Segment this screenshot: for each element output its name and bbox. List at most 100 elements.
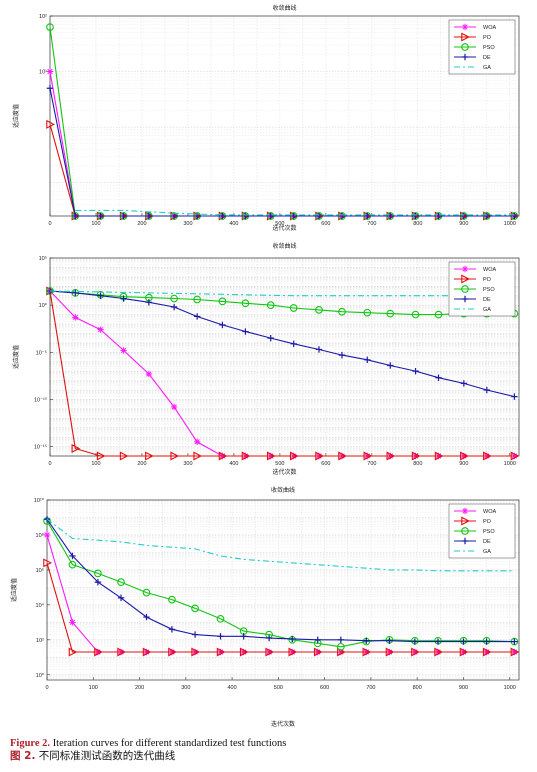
series-ga (75, 209, 515, 216)
data-point-de (386, 637, 393, 644)
series-pso (43, 517, 519, 651)
plot-area (50, 16, 519, 216)
data-point-de (387, 212, 394, 220)
series-ga (46, 518, 515, 572)
data-point-de (483, 386, 491, 394)
data-point-po (482, 647, 492, 657)
data-point-de (120, 295, 127, 302)
data-point-de (315, 346, 323, 353)
legend: WOA PO PSO DE GA (448, 503, 516, 559)
y-tick-label: 10⁻¹⁰ (34, 396, 48, 403)
legend-label-woa: WOA (483, 267, 496, 273)
data-point-de (46, 85, 54, 92)
legend-marker-po (461, 274, 471, 284)
data-point-po (289, 451, 299, 461)
data-point-po (170, 451, 180, 461)
data-point-pso (68, 560, 77, 569)
data-point-woa (511, 452, 518, 460)
series-de (43, 516, 518, 645)
legend: WOA PO PSO DE GA (448, 261, 516, 317)
data-point-de (219, 321, 226, 329)
legend-marker-de (461, 295, 469, 303)
data-point-woa (97, 326, 104, 333)
x-tick-label: 400 (229, 221, 238, 227)
series-line-de (46, 518, 515, 643)
y-axis-label: 适应度值 (12, 345, 20, 369)
series-de (46, 85, 518, 220)
caption-english-label: Figure 2. (10, 738, 51, 749)
legend: WOA PO PSO DE GA (448, 19, 516, 75)
data-point-de (314, 636, 321, 644)
data-point-po (510, 647, 520, 657)
y-tick-label: 10⁰ (36, 672, 45, 679)
axes-box (46, 499, 520, 681)
data-point-pso (46, 23, 54, 31)
data-point-pso (289, 304, 298, 312)
data-point-de (72, 212, 79, 220)
data-point-de (290, 340, 297, 347)
x-tick-label: 300 (183, 461, 192, 467)
data-point-woa (43, 531, 51, 539)
data-point-po (193, 451, 203, 461)
x-tick-label: 700 (367, 221, 376, 227)
data-point-po (191, 647, 201, 657)
data-point-po (459, 647, 469, 657)
series-line-de (49, 290, 515, 398)
data-point-pso (193, 295, 201, 304)
legend-label-ga: GA (483, 65, 491, 71)
y-tick-label: 10¹⁰ (34, 497, 45, 504)
x-tick-label: 200 (137, 221, 146, 227)
data-point-po (460, 451, 469, 461)
data-point-de (411, 638, 419, 645)
legend-marker-po (461, 32, 471, 42)
data-point-pso (386, 309, 395, 318)
legend-marker-woa (461, 507, 469, 515)
legend-label-ga: GA (483, 307, 491, 313)
data-point-pso (142, 588, 151, 597)
data-point-pso (218, 297, 227, 306)
data-point-de (435, 374, 442, 381)
data-point-de (511, 393, 518, 400)
x-tick-label: 700 (366, 685, 375, 691)
data-point-po (168, 647, 177, 657)
data-point-po (142, 647, 152, 657)
x-tick-label: 100 (89, 685, 98, 691)
x-tick-label: 100 (91, 221, 100, 227)
series-ga (49, 290, 515, 297)
data-point-pso (315, 306, 323, 314)
data-point-de (117, 594, 125, 602)
chart-title: 收敛曲线 (272, 4, 296, 12)
data-point-po (117, 647, 127, 657)
data-point-de (460, 380, 468, 387)
data-point-po (71, 443, 81, 453)
legend-marker-woa (461, 23, 469, 31)
chart-3: 0 100 200 300 400 500 600 700 800 900 1000 10¹⁰ 10⁸ 1… (10, 486, 520, 728)
data-point-de (363, 637, 370, 644)
caption-english-text: Iteration curves for different standardi… (50, 738, 287, 749)
x-tick-label: 300 (181, 685, 190, 691)
y-tick-label: 10⁸ (36, 532, 44, 539)
x-axis-label: 迭代次数 (271, 720, 295, 728)
data-point-de (315, 212, 323, 220)
x-tick-label: 0 (45, 685, 48, 691)
series-line-ga (49, 290, 515, 297)
y-axis-label: 适应度值 (12, 104, 20, 128)
data-point-woa (193, 438, 201, 446)
data-point-pso (363, 308, 372, 317)
chart-title: 收敛曲线 (272, 242, 296, 250)
data-point-pso (216, 614, 225, 623)
data-point-po (265, 647, 275, 657)
data-point-de (170, 212, 178, 220)
y-axis-label: 适应度值 (10, 578, 18, 602)
series-po (43, 558, 520, 657)
series-line-de (49, 88, 515, 217)
data-point-po (68, 647, 78, 657)
data-point-de (483, 212, 491, 220)
figure-caption: Figure 2. Iteration curves for different… (10, 738, 530, 763)
data-point-de (143, 613, 150, 621)
data-point-po (96, 451, 106, 461)
legend-label-pso: PSO (483, 287, 495, 293)
data-point-de (267, 212, 274, 220)
data-point-de (337, 636, 345, 644)
series-line-ga (46, 518, 515, 572)
